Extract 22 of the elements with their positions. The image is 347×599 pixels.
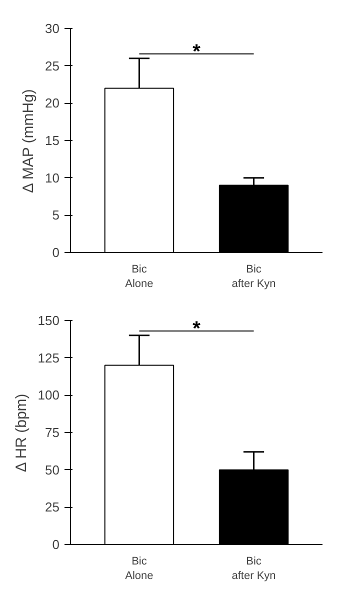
x-tick-label: Bic after Kyn	[232, 264, 276, 290]
y-tick-label: 10	[45, 170, 60, 186]
y-tick-label: 125	[38, 350, 60, 366]
annotation: *	[192, 318, 201, 340]
annotation: *	[192, 40, 201, 63]
x-tick-label: Bic after Kyn	[232, 556, 276, 582]
y-tick-label: 25	[45, 58, 60, 74]
y-axis-title: Δ HR (bpm)	[12, 394, 30, 472]
x-tick-label: Bic Alone	[125, 556, 154, 582]
y-tick-label: 20	[45, 96, 60, 111]
y-tick-label: 30	[45, 21, 60, 36]
y-tick-label: 0	[52, 245, 60, 260]
y-tick-label: 50	[45, 462, 60, 478]
x-tick-label: Bic Alone	[125, 264, 154, 290]
y-tick-label: 25	[45, 500, 60, 515]
y-tick-label: 0	[52, 537, 60, 552]
y-tick-label: 100	[38, 388, 60, 403]
y-axis-title: Δ MAP (mmHg)	[20, 89, 38, 194]
y-tick-label: 150	[38, 313, 60, 328]
y-tick-label: 75	[45, 425, 60, 440]
y-tick-label: 15	[45, 133, 60, 148]
y-tick-label: 5	[52, 208, 60, 223]
